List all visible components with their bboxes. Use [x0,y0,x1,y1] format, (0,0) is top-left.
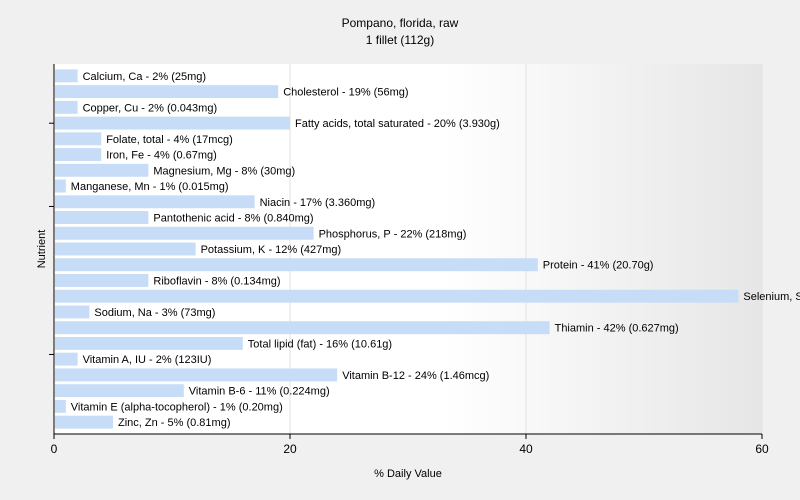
x-tick-label: 40 [519,442,533,456]
x-axis-title: % Daily Value [374,468,442,480]
bar-label: Niacin - 17% (3.360mg) [260,197,376,209]
bar [55,85,279,99]
bar [55,163,149,177]
bar-label: Copper, Cu - 2% (0.043mg) [83,102,218,114]
axes [53,64,762,435]
bar [55,336,243,350]
bar [55,211,149,224]
bar [55,352,78,366]
bar [55,399,66,413]
bar [55,116,290,130]
chart-title: Pompano, florida, raw [342,16,459,30]
bar [55,242,196,256]
bar-label: Magnesium, Mg - 8% (30mg) [153,165,295,177]
bar-label: Manganese, Mn - 1% (0.015mg) [71,181,229,193]
bar-label: Vitamin B-12 - 24% (1.46mcg) [342,370,489,382]
x-tick-label: 20 [283,442,297,456]
y-axis-title: Nutrient [36,230,48,269]
bar-label: Sodium, Na - 3% (73mg) [94,307,215,319]
bar [55,226,314,240]
bars: Calcium, Ca - 2% (25mg) Cholesterol - 19%… [55,69,800,429]
bar-label: Vitamin A, IU - 2% (123IU) [83,354,212,366]
bar [55,321,550,335]
bar-label: Iron, Fe - 4% (0.67mg) [106,150,217,162]
bar-label: Total lipid (fat) - 16% (10.61g) [248,338,392,350]
chart-subtitle: 1 fillet (112g) [366,33,434,47]
bar [55,368,338,382]
bar [55,148,102,162]
bar [55,274,149,287]
bar [55,258,538,272]
bar [55,132,102,146]
bar-label: Thiamin - 42% (0.627mg) [555,323,679,335]
bar-label: Potassium, K - 12% (427mg) [201,244,342,256]
bar-label: Zinc, Zn - 5% (0.81mg) [118,417,230,429]
x-ticks: 0 20 40 60 [49,122,769,456]
bar-label: Riboflavin - 8% (0.134mg) [153,275,280,287]
bar-label: Phosphorus, P - 22% (218mg) [319,228,467,240]
bar [55,100,78,114]
bar-label: Calcium, Ca - 2% (25mg) [83,71,206,83]
bar-label: Vitamin B-6 - 11% (0.224mg) [189,386,330,398]
bar [55,179,66,193]
bar-label: Fatty acids, total saturated - 20% (3.93… [295,118,500,130]
bar [55,69,78,83]
bar [55,195,255,209]
bar-label: Folate, total - 4% (17mcg) [106,134,233,146]
bar [55,384,184,398]
bar-label: Pantothenic acid - 8% (0.840mg) [153,213,313,225]
bar-label: Vitamin E (alpha-tocopherol) - 1% (0.20m… [71,401,283,413]
x-tick-label: 60 [755,442,769,456]
bar [55,289,739,303]
bar-label: Protein - 41% (20.70g) [543,260,654,272]
bar [55,415,113,429]
x-tick-label: 0 [51,442,58,456]
bar-label: Selenium, Se - 58% (40.9mcg) [743,291,800,303]
bar-label: Cholesterol - 19% (56mg) [283,87,408,99]
bar [55,305,90,319]
